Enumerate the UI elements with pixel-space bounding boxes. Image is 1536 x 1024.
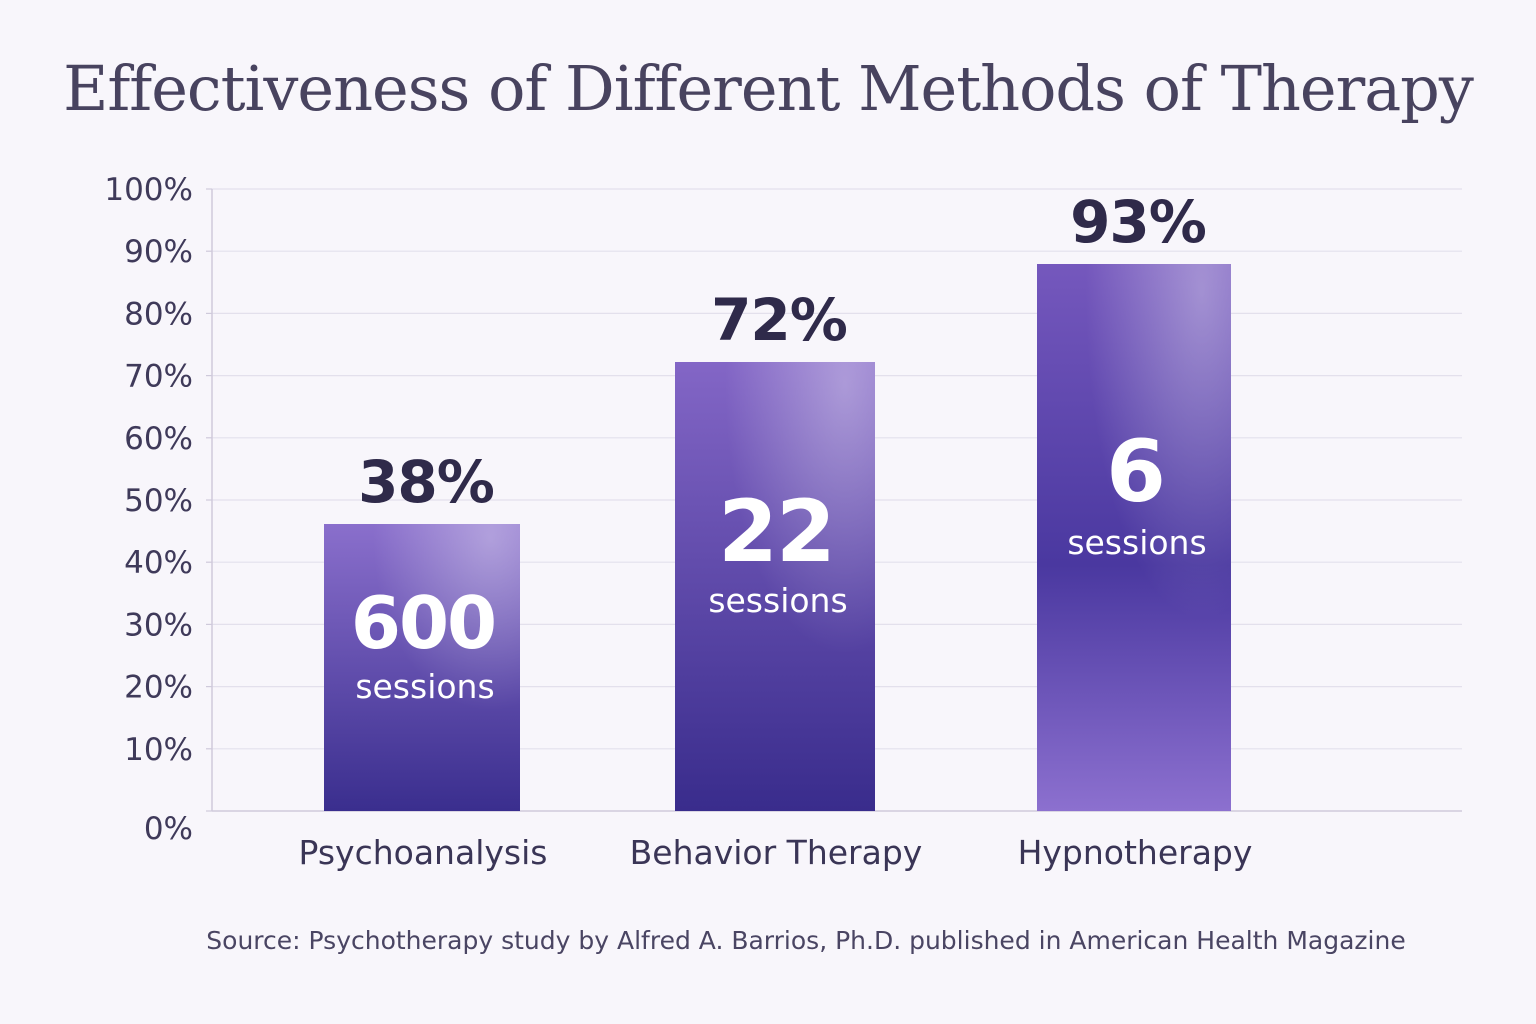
sessions-count: 22	[718, 482, 834, 582]
value-label: 93%	[1070, 188, 1206, 256]
value-label: 72%	[711, 286, 847, 354]
y-tick-label: 20%	[124, 670, 193, 706]
y-tick-label: 80%	[124, 296, 193, 332]
y-tick-label: 30%	[124, 607, 193, 643]
value-label: 38%	[358, 448, 494, 516]
source-note: Source: Psychotherapy study by Alfred A.…	[206, 926, 1406, 955]
sessions-unit: sessions	[1067, 523, 1206, 562]
y-tick-label: 10%	[124, 732, 193, 768]
y-tick-label: 50%	[124, 483, 193, 519]
sessions-unit: sessions	[708, 581, 847, 620]
sessions-count: 600	[351, 581, 495, 665]
bar-highlight	[675, 362, 875, 811]
y-tick-label: 100%	[104, 172, 193, 208]
y-tick-label: 90%	[124, 234, 193, 270]
sessions-unit: sessions	[355, 667, 494, 706]
y-tick-label: 40%	[124, 545, 193, 581]
chart-title: Effectiveness of Different Methods of Th…	[63, 52, 1474, 125]
y-tick-label: 60%	[124, 421, 193, 457]
y-tick-label: 0%	[144, 811, 193, 847]
bar-highlight	[324, 524, 520, 811]
y-tick-label: 70%	[124, 359, 193, 395]
category-label: Behavior Therapy	[630, 833, 923, 872]
bar-highlight	[1037, 264, 1231, 811]
category-label: Psychoanalysis	[299, 833, 548, 872]
sessions-count: 6	[1106, 422, 1164, 522]
category-label: Hypnotherapy	[1018, 833, 1253, 872]
